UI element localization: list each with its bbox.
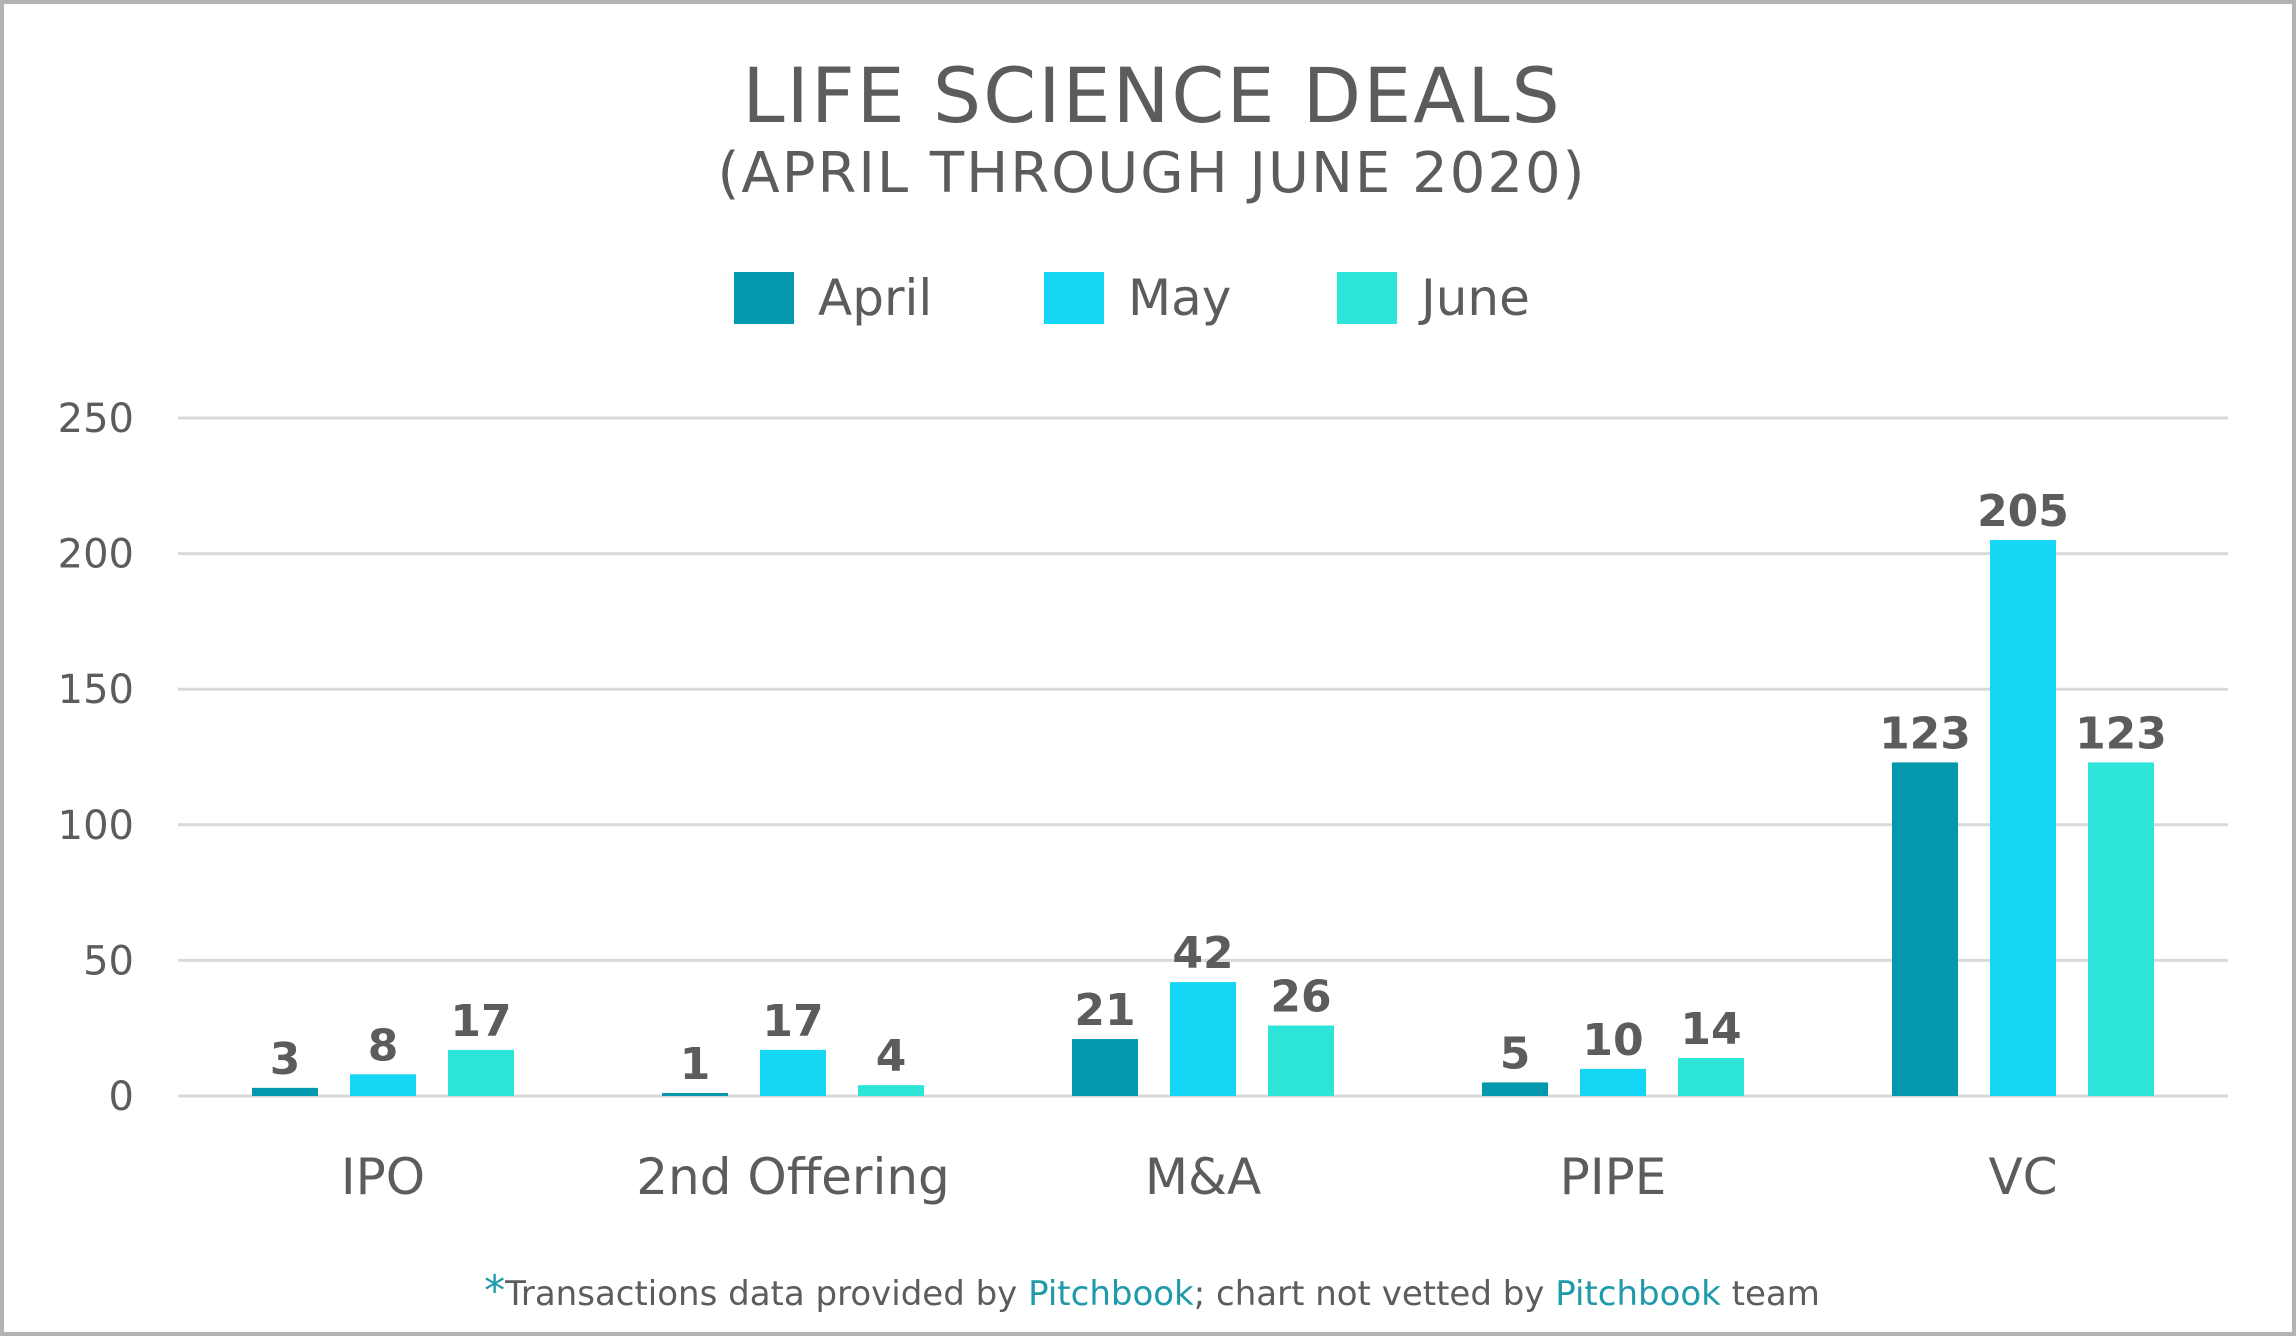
legend-swatch-june	[1337, 272, 1397, 324]
y-tick-label-250: 250	[58, 396, 134, 442]
x-tick-label-ipo: IPO	[341, 1148, 425, 1206]
bar-chart: 0 50 100 150 200 250 3 8 17 IPO 1 17 4 2nd Offering 21…	[58, 396, 2228, 1206]
value-label-manda-may: 42	[1172, 928, 1233, 979]
y-tick-label-200: 200	[58, 532, 134, 578]
bar-pipe-may	[1580, 1068, 1646, 1096]
chart-subtitle: (APRIL THROUGH JUNE 2020)	[717, 141, 1587, 206]
footnote-text-2: ; chart not vetted by	[1193, 1274, 1556, 1314]
value-label-manda-april: 21	[1074, 985, 1135, 1036]
value-label-pipe-may: 10	[1582, 1015, 1643, 1066]
legend-swatch-april	[734, 272, 794, 324]
x-tick-label-2nd-offering: 2nd Offering	[636, 1148, 950, 1206]
value-label-pipe-april: 5	[1500, 1028, 1531, 1079]
bar-manda-april	[1072, 1039, 1138, 1096]
bar-vc-april	[1892, 762, 1958, 1096]
value-label-vc-june: 123	[2075, 708, 2167, 759]
bar-ipo-june	[448, 1049, 514, 1096]
bar-ipo-may	[350, 1074, 416, 1096]
bar-ipo-april	[252, 1087, 318, 1096]
value-label-vc-april: 123	[1879, 708, 1971, 759]
value-label-2nd-offering-june: 4	[876, 1031, 907, 1082]
footnote-asterisk: *	[484, 1266, 506, 1315]
value-label-2nd-offering-may: 17	[762, 996, 823, 1047]
legend: April May June	[4, 266, 2296, 330]
bar-2nd-offering-april	[662, 1093, 728, 1096]
y-tick-label-150: 150	[58, 667, 134, 713]
footnote-text-3: team	[1720, 1274, 1820, 1314]
bar-2nd-offering-may	[760, 1049, 826, 1096]
footnote-source-pitchbook: Pitchbook	[1028, 1274, 1194, 1314]
value-label-vc-may: 205	[1977, 486, 2069, 537]
bar-vc-may	[1990, 540, 2056, 1096]
footnote-source-pitchbook-team: Pitchbook	[1555, 1274, 1721, 1314]
footnote: *Transactions data provided by Pitchbook…	[4, 1266, 2296, 1319]
x-tick-label-manda: M&A	[1145, 1148, 1261, 1206]
chart-title: LIFE SCIENCE DEALS	[742, 51, 1562, 140]
value-label-ipo-may: 8	[368, 1020, 399, 1071]
bar-vc-june	[2088, 762, 2154, 1096]
bar-manda-may	[1170, 982, 1236, 1096]
bar-pipe-june	[1678, 1058, 1744, 1096]
legend-swatch-may	[1044, 272, 1104, 324]
x-tick-label-pipe: PIPE	[1560, 1148, 1667, 1206]
y-tick-label-50: 50	[83, 938, 134, 984]
y-tick-label-0: 0	[109, 1074, 134, 1120]
value-label-ipo-april: 3	[270, 1034, 301, 1085]
bar-2nd-offering-june	[858, 1085, 924, 1096]
legend-label-may: May	[1128, 269, 1232, 327]
value-label-2nd-offering-april: 1	[680, 1039, 711, 1090]
footnote-text-1: Transactions data provided by	[505, 1274, 1029, 1314]
legend-label-april: April	[818, 269, 933, 327]
value-label-ipo-june: 17	[450, 996, 511, 1047]
bar-pipe-april	[1482, 1082, 1548, 1096]
bar-manda-june	[1268, 1025, 1334, 1096]
value-label-pipe-june: 14	[1680, 1004, 1741, 1055]
y-tick-label-100: 100	[58, 803, 134, 849]
value-label-manda-june: 26	[1270, 971, 1331, 1022]
legend-label-june: June	[1421, 269, 1530, 327]
x-tick-label-vc: VC	[1988, 1148, 2057, 1206]
